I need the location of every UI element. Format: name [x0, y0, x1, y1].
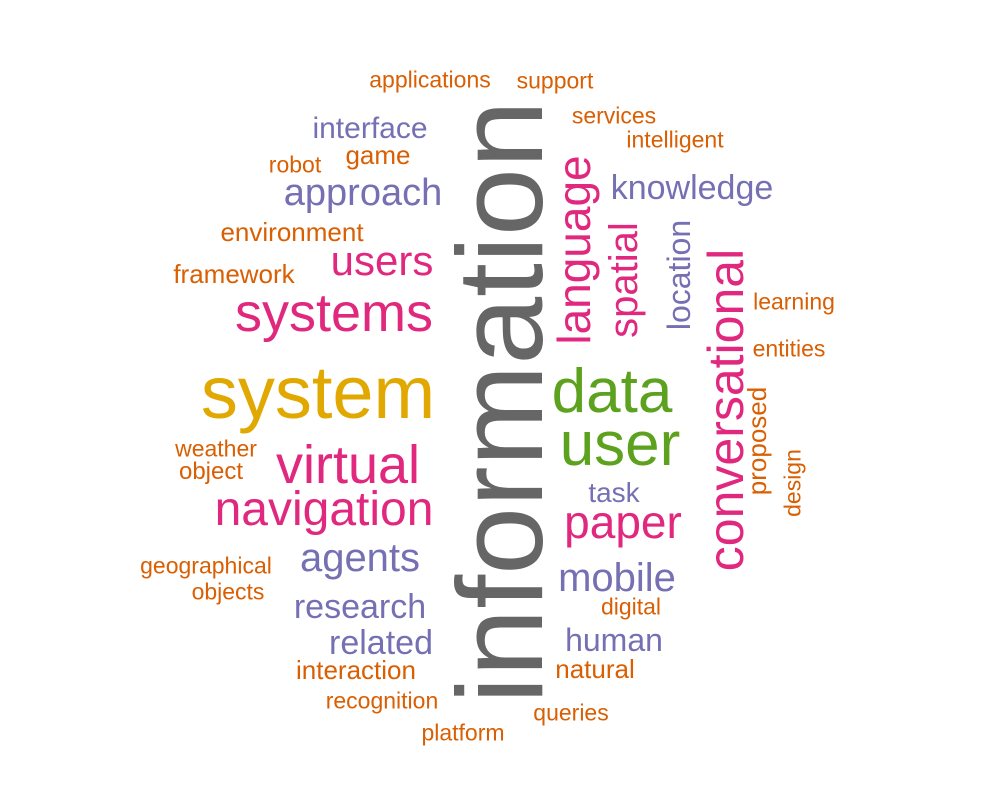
word-spatial: spatial: [602, 222, 646, 338]
word-digital: digital: [600, 593, 662, 620]
word-paper: paper: [564, 496, 682, 548]
word-natural: natural: [555, 654, 635, 684]
word-language: language: [548, 155, 600, 345]
word-queries: queries: [533, 699, 609, 726]
word-knowledge: knowledge: [610, 169, 774, 207]
word-information: information: [432, 100, 568, 704]
word-platform: platform: [421, 719, 505, 746]
word-recognition: recognition: [325, 687, 439, 714]
word-intelligent: intelligent: [626, 126, 724, 153]
word-user: user: [559, 410, 681, 479]
word-weather: weather: [175, 435, 257, 462]
word-environment: environment: [220, 217, 364, 247]
word-interface: interface: [312, 112, 428, 145]
word-approach: approach: [283, 172, 443, 214]
word-services: services: [571, 102, 657, 129]
word-research: research: [293, 588, 427, 626]
word-object: object: [178, 458, 244, 485]
word-mobile: mobile: [558, 556, 676, 600]
word-agents: agents: [299, 536, 421, 580]
word-entities: entities: [752, 335, 826, 362]
word-task: task: [588, 477, 640, 508]
word-systems: systems: [234, 283, 434, 343]
word-system: system: [200, 351, 436, 434]
word-objects: objects: [191, 578, 265, 605]
word-design: design: [779, 449, 806, 517]
word-users: users: [330, 237, 434, 284]
word-applications: applications: [369, 66, 491, 93]
word-geographical: geographical: [140, 552, 272, 579]
word-navigation: navigation: [214, 483, 434, 536]
word-learning: learning: [753, 288, 835, 315]
word-related: related: [329, 624, 433, 662]
word-proposed: proposed: [742, 386, 772, 496]
word-location: location: [661, 219, 697, 331]
word-game: game: [345, 140, 411, 170]
word-framework: framework: [173, 259, 295, 289]
word-interaction: interaction: [296, 655, 416, 685]
word-support: support: [516, 67, 594, 94]
word-virtual: virtual: [275, 435, 421, 495]
word-robot: robot: [268, 151, 322, 178]
word-human: human: [565, 622, 663, 658]
word-data: data: [551, 357, 673, 426]
